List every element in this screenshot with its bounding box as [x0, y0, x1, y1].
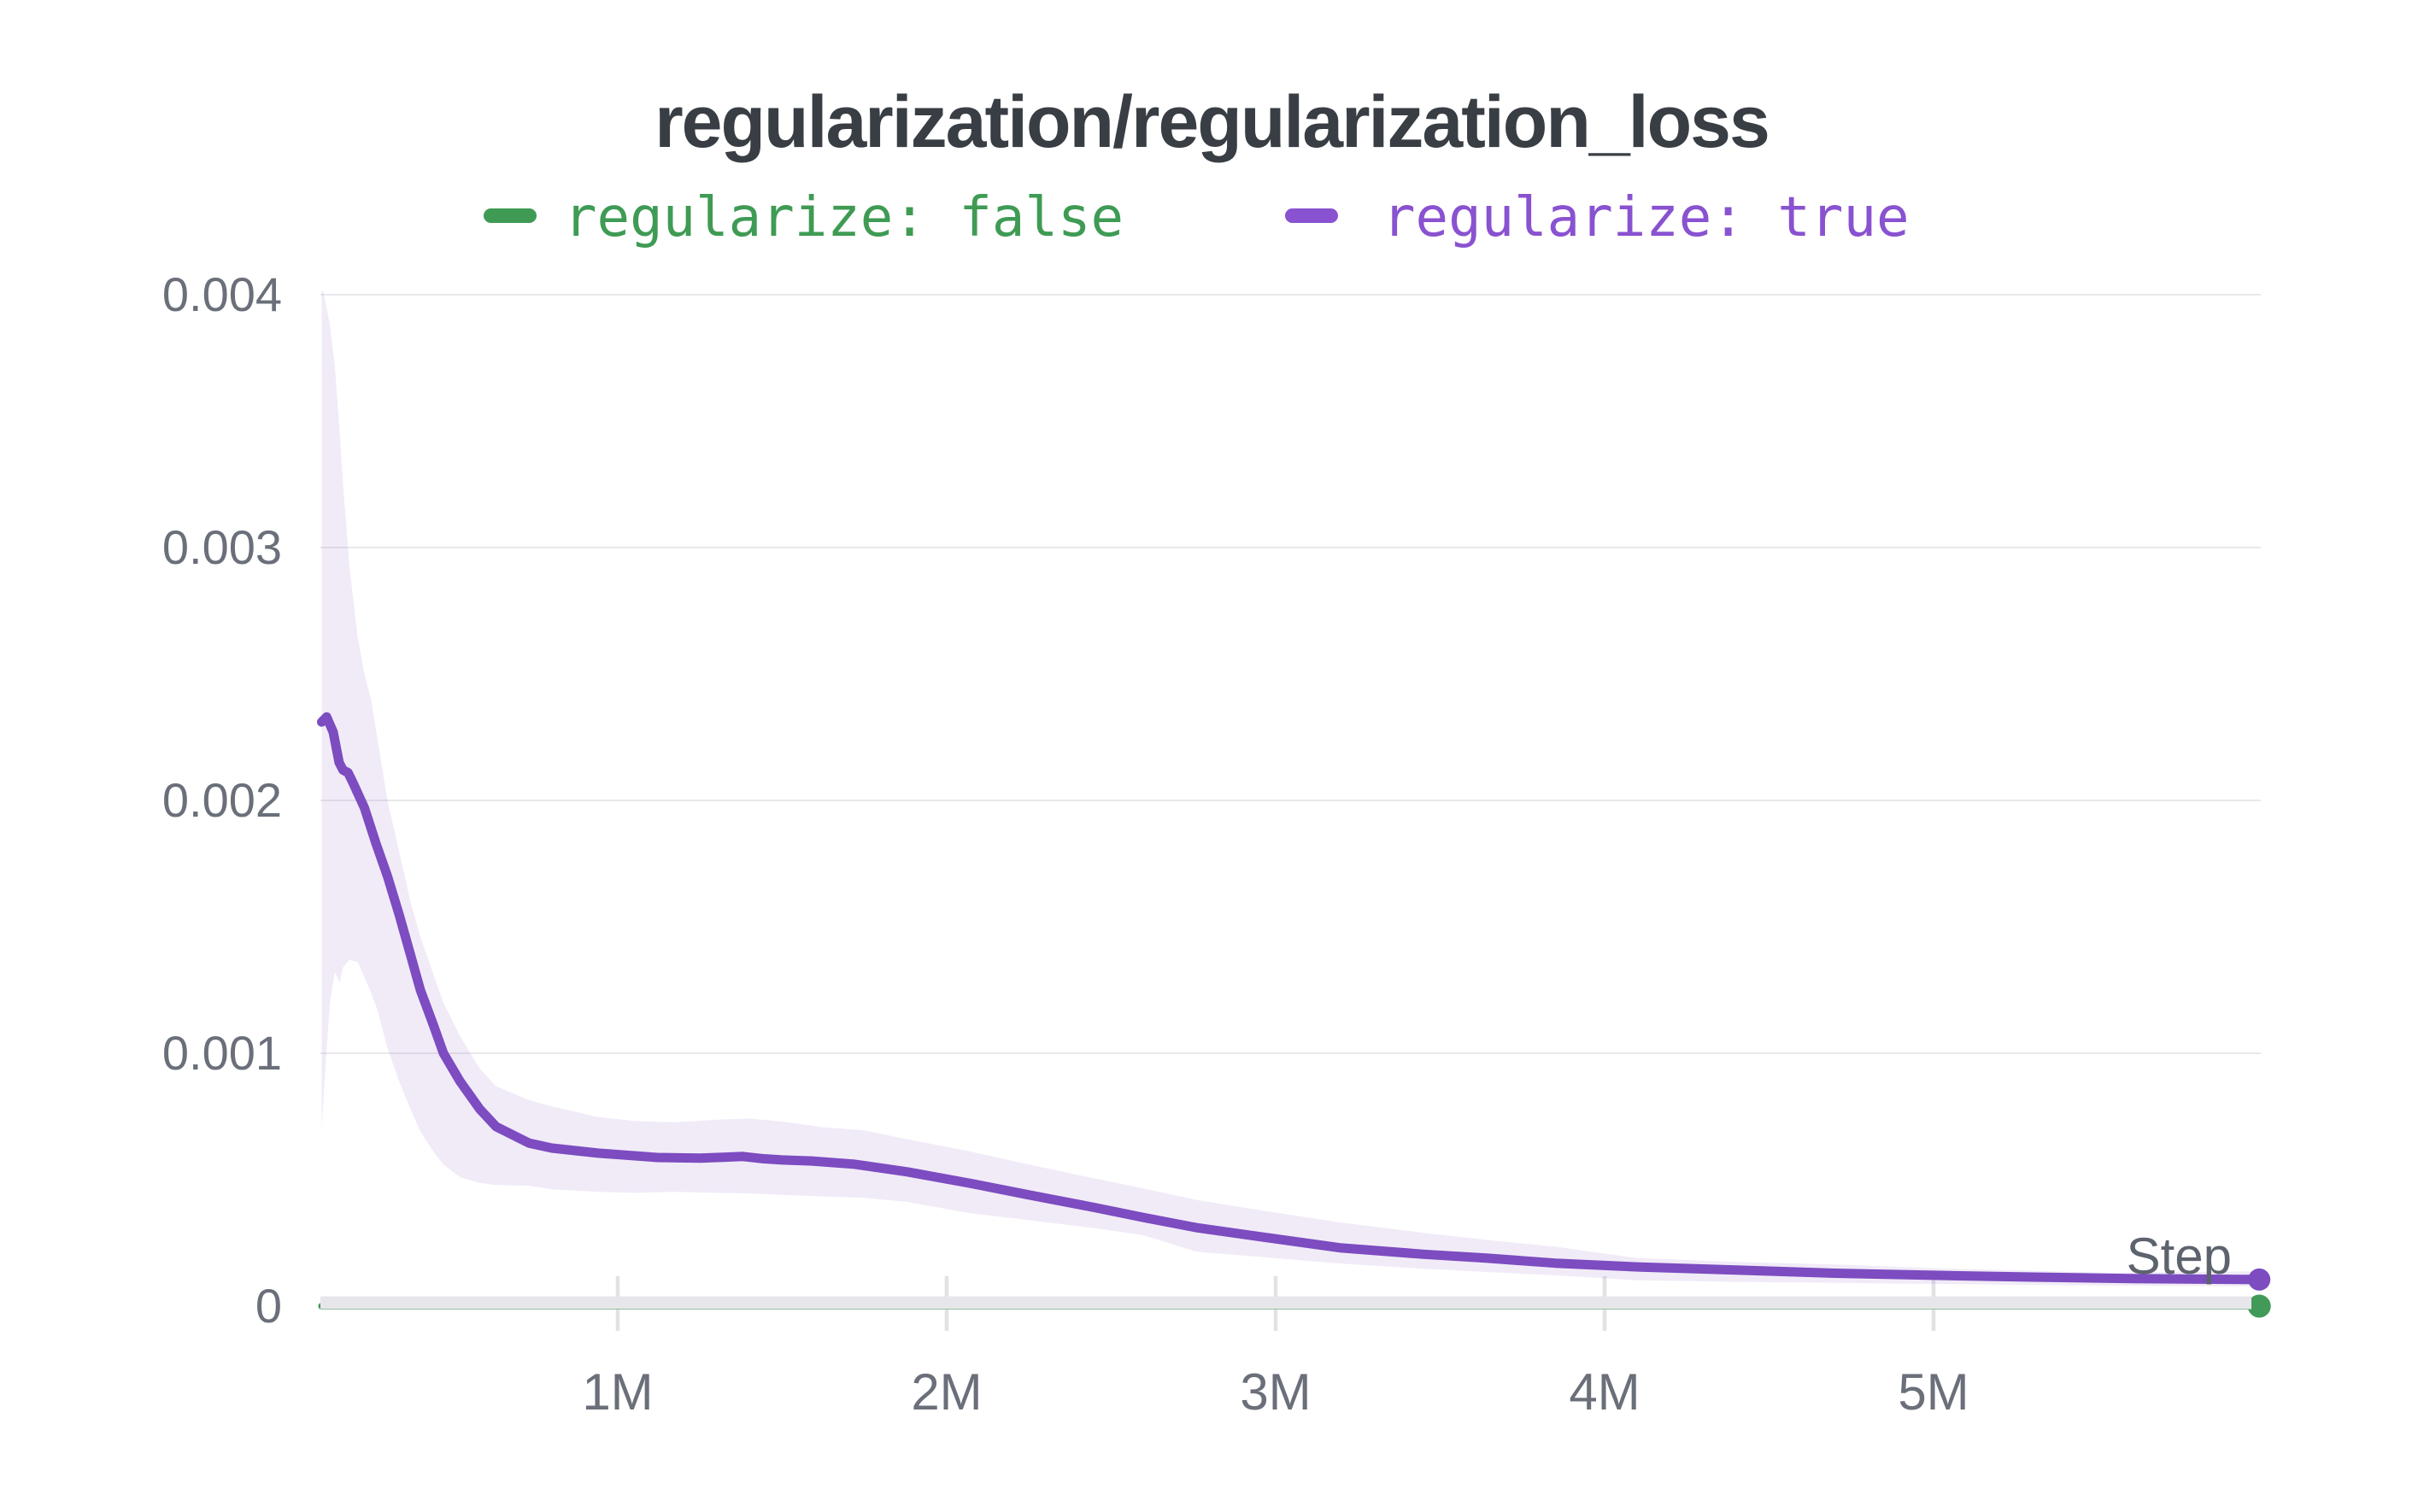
- y-tick-label-0.001: 0.001: [162, 1026, 282, 1080]
- x-tick-label-2M: 2M: [911, 1363, 982, 1421]
- plot-layers: 0 0.001 0.002 0.003 0.004 1M 2M 3M 4M 5M: [162, 267, 2271, 1421]
- y-tick-label-0.002: 0.002: [162, 773, 282, 827]
- y-tick-label-0.004: 0.004: [162, 267, 282, 321]
- y-tick-label-0.003: 0.003: [162, 520, 282, 574]
- legend: regularize: false regularize: true: [484, 186, 1910, 249]
- x-tick-label-5M: 5M: [1898, 1363, 1969, 1421]
- chart-title: regularization/regularization_loss: [654, 81, 1769, 163]
- legend-label-regularize-true: regularize: true: [1382, 186, 1910, 249]
- x-tick-label-1M: 1M: [582, 1363, 653, 1421]
- legend-swatch-regularize-true: [1285, 208, 1338, 223]
- plot-area[interactable]: [320, 295, 2261, 1306]
- legend-label-regularize-false: regularize: false: [564, 186, 1124, 249]
- endpoint-dot-regularize-false: [2247, 1294, 2271, 1318]
- endpoint-dot-regularize-true: [2248, 1268, 2271, 1291]
- y-tick-label-0: 0: [255, 1279, 282, 1333]
- series-line-regularize-true: [317, 712, 2264, 1285]
- x-axis-title: Step: [2127, 1228, 2232, 1285]
- legend-item-regularize-true[interactable]: regularize: true: [1285, 186, 1910, 249]
- x-tick-label-4M: 4M: [1569, 1363, 1640, 1421]
- legend-item-regularize-false[interactable]: regularize: false: [484, 186, 1124, 249]
- x-tick-label-3M: 3M: [1240, 1363, 1311, 1421]
- legend-swatch-regularize-false: [484, 208, 537, 223]
